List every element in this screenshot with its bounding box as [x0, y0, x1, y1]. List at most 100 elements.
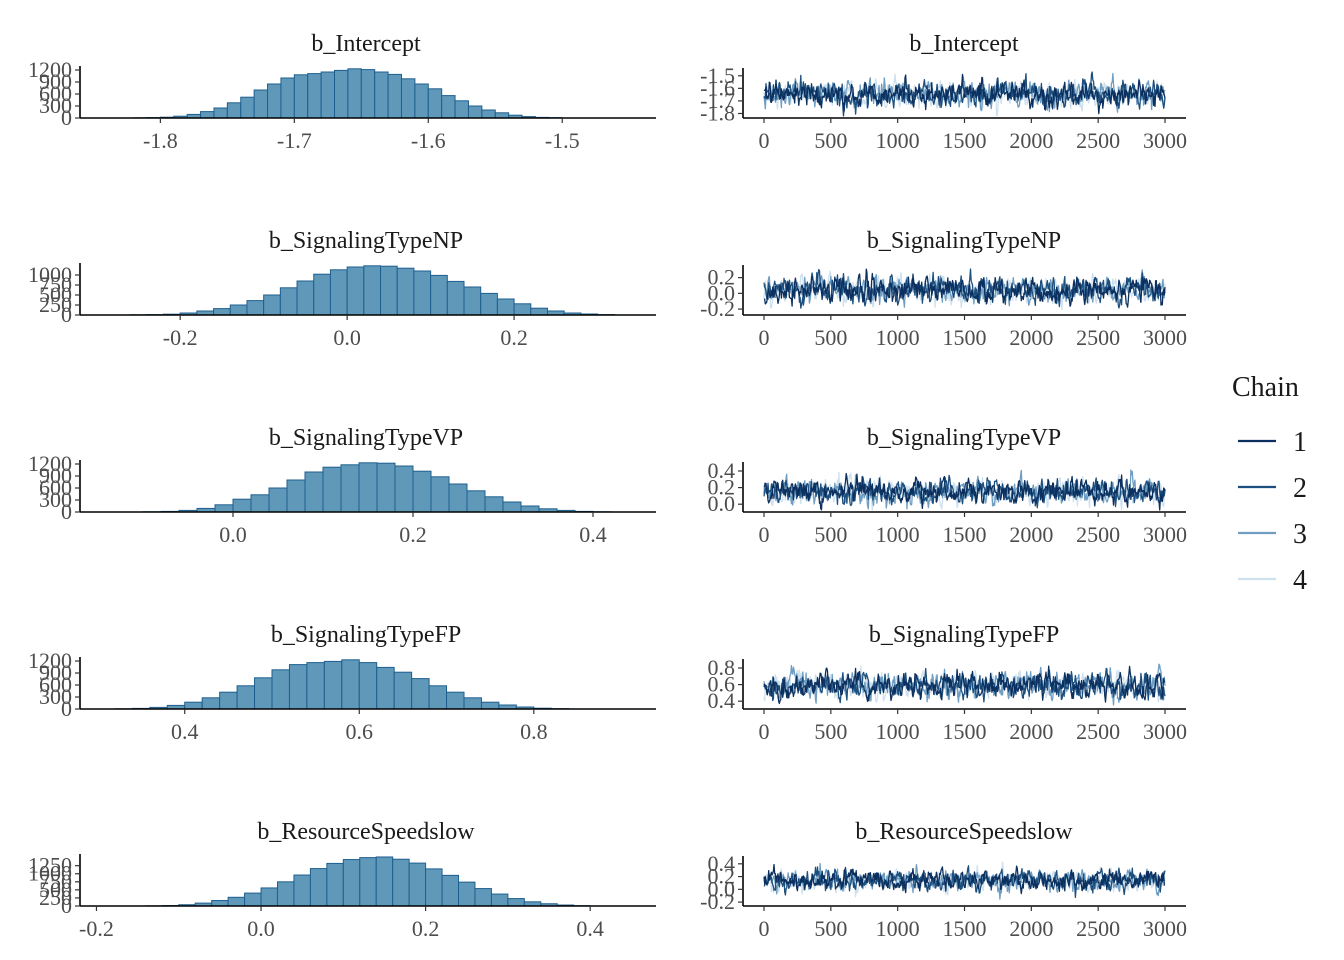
legend-label-3: 3 — [1293, 519, 1307, 550]
trace-x-tick-label: 3000 — [1143, 522, 1187, 547]
trace-x-tick-label: 500 — [814, 916, 847, 941]
trace-y-tick-label: 0.2 — [708, 265, 736, 290]
trace-x-tick-label: 2000 — [1009, 719, 1053, 744]
trace-y-tick-label: -1.5 — [700, 63, 735, 88]
hist-y-tick-label: 250 — [39, 885, 72, 910]
trace-y-tick-label: -1.8 — [700, 100, 735, 125]
trace-x-tick-label: 3000 — [1143, 128, 1187, 153]
hist-bar — [396, 267, 415, 316]
legend-item-4: 4 — [1238, 565, 1307, 596]
histogram-panel-5: b_ResourceSpeedslow -0.2 0.0 0.2 0.4 02505007… — [28, 819, 656, 941]
hist-bar — [358, 662, 378, 710]
hist-bar — [323, 660, 343, 710]
hist-bar — [246, 300, 265, 316]
hist-y-tick-label: 900 — [39, 69, 72, 94]
hist-bar — [408, 862, 427, 907]
trace-y-tick-label: 0.2 — [708, 864, 736, 889]
hist-bar — [490, 893, 509, 907]
hist-x-tick-label: -0.2 — [79, 916, 114, 941]
hist-x-tick-label: 0.0 — [247, 916, 275, 941]
trace-title: b_SignalingTypeFP — [869, 622, 1059, 648]
hist-x-tick-label: 0.2 — [399, 522, 427, 547]
hist-bar — [484, 496, 504, 513]
trace-y-tick-label: 0.0 — [708, 876, 736, 901]
trace-x-tick-label: 1000 — [876, 916, 920, 941]
trace-y-tick-label: -0.2 — [700, 889, 735, 914]
hist-y-tick-label: 1200 — [28, 648, 72, 673]
hist-bar — [253, 89, 269, 119]
hist-bar — [400, 78, 416, 119]
hist-bar — [392, 858, 410, 907]
hist-bar — [446, 280, 465, 316]
hist-x-tick-label: -0.2 — [163, 325, 198, 350]
hist-bar — [293, 74, 309, 119]
hist-bar — [346, 266, 365, 316]
hist-x-tick-label: -1.8 — [143, 128, 178, 153]
hist-bar — [425, 868, 443, 907]
hist-bar — [428, 685, 448, 710]
trace-x-tick-label: 500 — [814, 522, 847, 547]
hist-bar — [184, 701, 203, 710]
hist-bar — [430, 476, 450, 513]
hist-bar — [213, 107, 228, 119]
hist-bar — [280, 77, 295, 119]
hist-bar — [342, 859, 361, 907]
hist-bar — [454, 100, 469, 119]
hist-bar — [341, 659, 360, 710]
trace-x-tick-label: 2500 — [1076, 128, 1120, 153]
hist-bar — [393, 671, 413, 710]
hist-bar — [376, 666, 395, 710]
hist-y-tick-label: 900 — [39, 660, 72, 685]
trace-x-tick-label: 1500 — [943, 325, 987, 350]
trace-line-chain-2 — [763, 865, 1166, 899]
hist-bar — [502, 501, 522, 513]
hist-bar — [309, 868, 328, 907]
hist-bar — [481, 109, 496, 119]
hist-bar — [375, 856, 394, 907]
trace-x-tick-label: 2500 — [1076, 916, 1120, 941]
hist-bar — [250, 494, 270, 513]
hist-x-tick-label: -1.5 — [545, 128, 580, 153]
trace-panel-5: b_ResourceSpeedslow 0 500 1000 1500 2000 2500 3… — [700, 819, 1187, 941]
hist-bar — [446, 691, 465, 710]
hist-bar — [359, 857, 377, 907]
hist-x-tick-label: 0.4 — [576, 916, 604, 941]
legend-label-1: 1 — [1293, 427, 1307, 458]
hist-bar — [307, 73, 322, 119]
trace-x-tick-label: 500 — [814, 719, 847, 744]
trace-x-tick-label: 3000 — [1143, 916, 1187, 941]
trace-y-tick-label: -1.6 — [700, 75, 735, 100]
trace-x-tick-label: 1000 — [876, 325, 920, 350]
histogram-panel-2: b_SignalingTypeNP -0.2 0.0 0.2 0250500750100… — [28, 228, 656, 350]
trace-x-tick-label: 2500 — [1076, 719, 1120, 744]
trace-x-tick-label: 2000 — [1009, 916, 1053, 941]
hist-y-tick-label: 600 — [39, 81, 72, 106]
trace-line-chain-1 — [763, 73, 1166, 115]
hist-y-tick-label: 1200 — [28, 57, 72, 82]
trace-line-chain-1 — [763, 268, 1166, 308]
hist-bar — [260, 887, 278, 907]
trace-x-tick-label: 500 — [814, 128, 847, 153]
trace-x-tick-label: 500 — [814, 325, 847, 350]
hist-bar — [213, 308, 231, 316]
trace-x-tick-label: 1500 — [943, 719, 987, 744]
hist-bar — [430, 274, 448, 316]
trace-y-tick-label: 0.4 — [708, 851, 736, 876]
hist-bar — [507, 898, 525, 907]
hist-bar — [427, 88, 443, 119]
hist-bar — [322, 466, 342, 513]
hist-y-tick-label: 300 — [39, 487, 72, 512]
hist-bar — [329, 269, 348, 316]
hist-bar — [394, 465, 414, 513]
hist-bar — [347, 68, 362, 119]
trace-line-chain-1 — [763, 863, 1166, 895]
trace-title: b_SignalingTypeNP — [867, 228, 1061, 254]
hist-bar — [387, 73, 402, 119]
hist-bar — [232, 498, 252, 513]
trace-x-tick-label: 1500 — [943, 916, 987, 941]
hist-bar — [279, 287, 298, 316]
hist-bar — [441, 874, 460, 907]
legend-item-3: 3 — [1238, 519, 1307, 550]
